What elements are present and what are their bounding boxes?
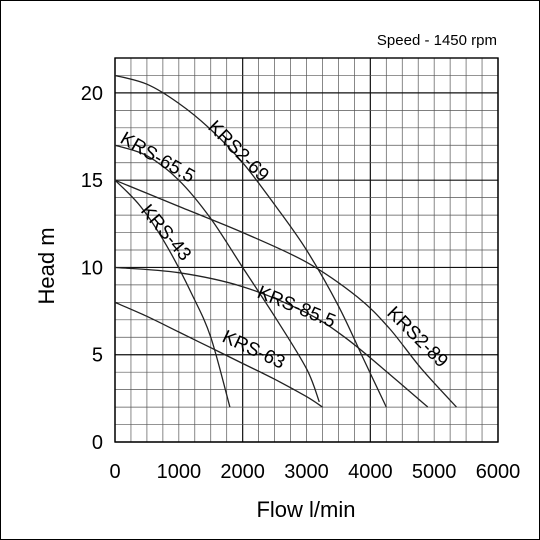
x-tick-label: 2000 bbox=[220, 461, 265, 483]
x-axis-title: Flow l/min bbox=[256, 497, 355, 522]
y-tick-label: 5 bbox=[92, 345, 103, 367]
speed-annotation: Speed - 1450 rpm bbox=[377, 32, 497, 49]
label-krs-85-5: KRS-85.5 bbox=[254, 282, 338, 332]
x-tick-label: 4000 bbox=[348, 461, 393, 483]
label-krs2-69: KRS2-69 bbox=[203, 117, 272, 186]
plot-border bbox=[114, 57, 499, 443]
x-tick-label: 0 bbox=[109, 461, 120, 483]
label-krs-63: KRS-63 bbox=[219, 326, 288, 373]
x-tick-label: 6000 bbox=[476, 461, 521, 483]
curve-krs2-69 bbox=[114, 74, 387, 408]
curve-krs-63 bbox=[114, 301, 323, 408]
y-tick-label: 15 bbox=[81, 170, 103, 192]
tick-labels: 0 1000 2000 3000 4000 5000 6000 0 5 10 15 20 bbox=[81, 83, 521, 483]
y-tick-label: 0 bbox=[92, 432, 103, 454]
x-tick-label: 5000 bbox=[412, 461, 457, 483]
curve-krs-65-5 bbox=[114, 144, 320, 403]
curve-krs-43 bbox=[114, 179, 231, 408]
y-tick-label: 10 bbox=[81, 257, 103, 279]
y-tick-label: 20 bbox=[81, 83, 103, 105]
curve-krs2-89 bbox=[114, 179, 457, 408]
x-tick-label: 3000 bbox=[284, 461, 329, 483]
label-krs-43: KRS-43 bbox=[136, 201, 195, 265]
x-tick-label: 1000 bbox=[157, 461, 202, 483]
curve-krs-85-5 bbox=[114, 266, 429, 408]
label-krs-65-5: KRS-65.5 bbox=[117, 128, 199, 187]
curves bbox=[114, 74, 457, 408]
y-axis-title: Head m bbox=[34, 227, 59, 304]
